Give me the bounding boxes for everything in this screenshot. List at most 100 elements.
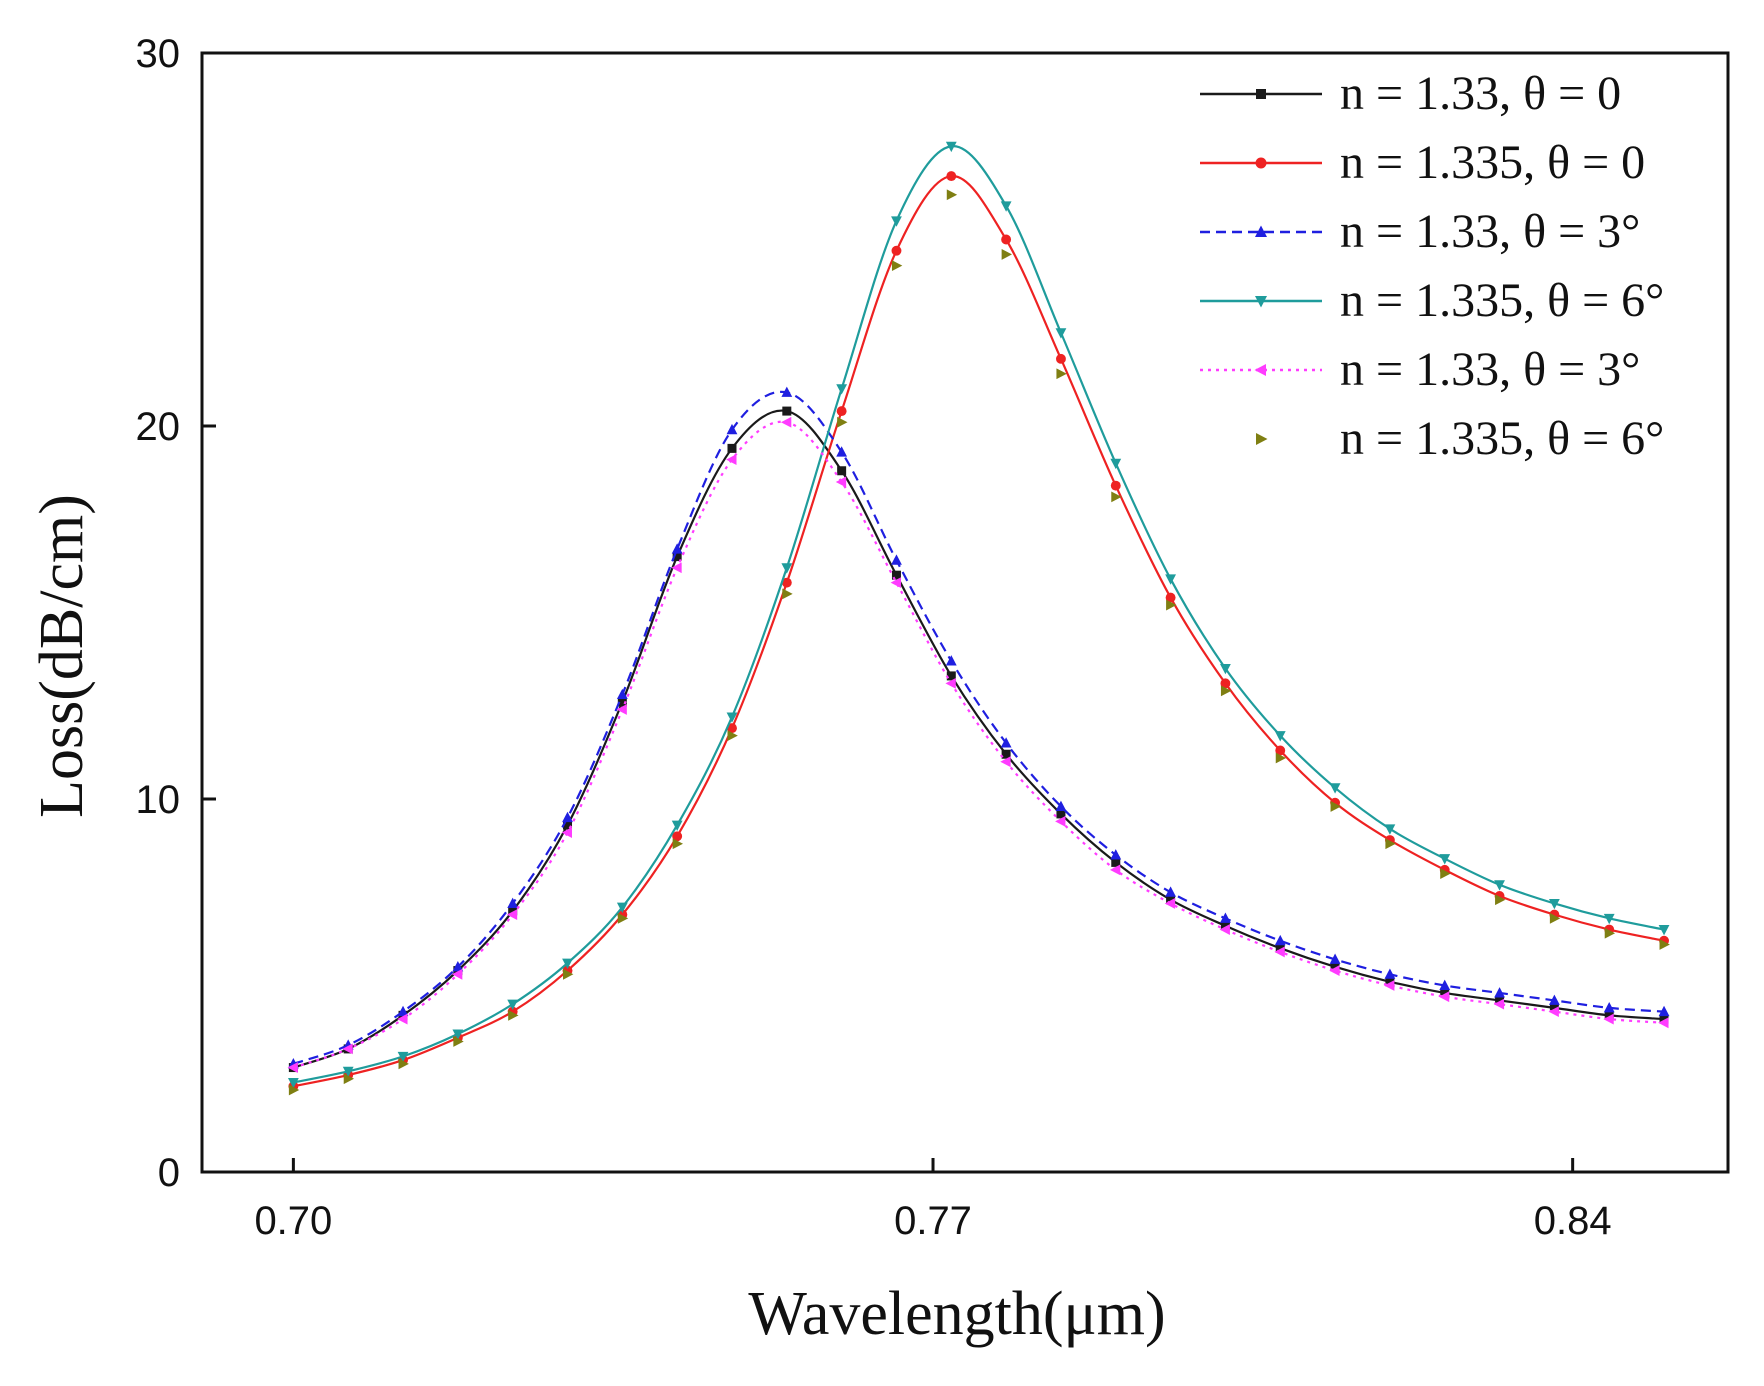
series-6-point: [343, 1073, 355, 1085]
series-4-point: [1548, 898, 1560, 910]
series-1-point: [508, 906, 518, 916]
series-6-point: [1385, 838, 1396, 850]
series-2-point: [1165, 592, 1176, 603]
legend-label: n = 1.335, θ = 6°: [1340, 274, 1664, 327]
series-5-point: [561, 827, 573, 838]
legend-item: n = 1.335, θ = 6°: [1200, 274, 1664, 327]
series-2-point: [727, 723, 737, 734]
y-axis-title: Loss(dB/cm): [28, 494, 96, 818]
series-6-point: [782, 588, 793, 600]
series-5-point: [287, 1062, 298, 1073]
x-tick-label: 0.84: [1534, 1199, 1612, 1243]
series-1-point: [1604, 1010, 1614, 1020]
series-4-point: [507, 999, 519, 1010]
series-6-point: [727, 730, 738, 741]
series-6-point: [508, 1009, 519, 1021]
series-3: [287, 386, 1670, 1069]
legend: n = 1.33, θ = 0 n = 1.335, θ = 0 n = 1.33,…: [1200, 67, 1664, 465]
series-6-point: [288, 1084, 300, 1096]
legend-label: n = 1.33, θ = 0: [1340, 67, 1621, 120]
series-2-point: [672, 831, 683, 842]
series-3-point: [1110, 849, 1122, 860]
series-2-point: [1001, 234, 1012, 245]
series-4-point: [1603, 913, 1615, 925]
series-4-point: [616, 902, 628, 914]
series-3-point: [945, 655, 957, 666]
legend-label: n = 1.33, θ = 3°: [1340, 343, 1640, 396]
series-6-point: [1220, 685, 1232, 697]
legend-swatch-marker: [1255, 157, 1267, 169]
series-3-point: [562, 811, 573, 823]
series-1-point: [1220, 921, 1230, 931]
series-5-point: [1329, 965, 1340, 976]
series-1-point: [1549, 1003, 1559, 1013]
series-5-point: [835, 476, 847, 488]
series-1-point: [891, 570, 901, 580]
series-3-line: [293, 390, 1665, 1065]
series-1-point: [1056, 809, 1066, 819]
series-5-point: [1438, 991, 1450, 1003]
series-3-point: [507, 897, 519, 908]
series-2-point: [891, 245, 902, 256]
series-6-point: [891, 260, 903, 272]
series-1-point: [563, 820, 573, 830]
series-1-point: [946, 671, 956, 681]
series-1-point: [617, 697, 627, 707]
series-5: [287, 416, 1669, 1073]
series-4-point: [1220, 663, 1231, 675]
series-4-point: [1274, 731, 1286, 742]
legend-swatch-marker: [1256, 89, 1266, 99]
series-6-point: [1001, 249, 1012, 260]
legend-item: n = 1.335, θ = 0: [1200, 136, 1645, 189]
series-4-point: [1384, 824, 1396, 835]
legend-swatch-marker: [1256, 433, 1268, 445]
series-3-point: [1274, 934, 1286, 946]
legend-item: n = 1.335, θ = 6°: [1256, 412, 1664, 465]
series-4-point: [562, 958, 573, 969]
series-4-point: [1000, 201, 1012, 212]
series-4-point: [1494, 880, 1505, 891]
series-3-point: [1384, 968, 1396, 979]
series-6-point: [1166, 599, 1177, 611]
series-5-point: [945, 677, 956, 689]
series-5-point: [397, 1013, 408, 1025]
series-3-point: [671, 543, 683, 554]
y-tick-label: 20: [136, 405, 181, 449]
series-1-point: [672, 552, 682, 562]
series-1: [288, 406, 1669, 1073]
series-5-point: [1055, 815, 1066, 827]
series-6-point: [453, 1036, 464, 1047]
series-3-point: [1165, 886, 1176, 897]
series-5-point: [1658, 1017, 1669, 1029]
series-4-point: [671, 820, 683, 831]
series-4-point: [836, 384, 848, 395]
series-4: [287, 141, 1670, 1089]
series-1-point: [782, 406, 792, 416]
series-3-point: [1548, 994, 1560, 1005]
series-1-point: [837, 466, 847, 476]
series-5-point: [1384, 980, 1395, 991]
series-1-point: [1385, 977, 1395, 987]
series-5-point: [452, 968, 463, 980]
series-4-point: [781, 563, 793, 574]
legend-item: n = 1.33, θ = 0: [1200, 67, 1621, 120]
series-6: [288, 189, 1670, 1096]
series-4-point: [726, 712, 738, 723]
series-6-point: [1549, 912, 1561, 924]
series-5-point: [1219, 924, 1230, 935]
x-axis-title: Wavelength(μm): [748, 1280, 1165, 1348]
series-5-point: [671, 562, 682, 574]
y-tick-label: 10: [136, 778, 181, 822]
series-3-point: [1329, 953, 1341, 964]
series-4-point: [891, 216, 902, 227]
series-2-point: [836, 406, 847, 417]
series-6-point: [1604, 927, 1616, 939]
series-5-point: [1164, 898, 1176, 909]
series-1-point: [1440, 988, 1450, 998]
series-4-point: [452, 1029, 464, 1040]
series-4-point: [1110, 458, 1122, 470]
series-2-point: [1220, 678, 1231, 689]
series-3-point: [781, 386, 793, 397]
legend-label: n = 1.335, θ = 0: [1340, 136, 1645, 189]
series-3-point: [397, 1005, 409, 1017]
